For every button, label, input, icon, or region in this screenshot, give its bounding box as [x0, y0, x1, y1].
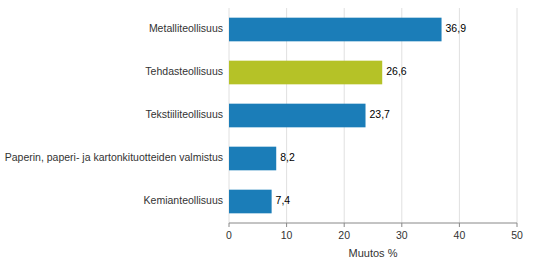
- data-label: 7,4: [276, 194, 291, 206]
- tick-mark: [401, 223, 402, 227]
- bar: [229, 147, 276, 171]
- tick-label: 20: [338, 229, 350, 241]
- tick-label: 10: [281, 229, 293, 241]
- x-ticks: 0 10 20 30 40 50: [226, 223, 523, 241]
- bar: [229, 190, 272, 214]
- data-labels: 7,4 8,2 23,7 26,6 36,9: [276, 22, 467, 206]
- grid-line: [517, 8, 518, 223]
- tick-mark: [229, 223, 230, 227]
- tick-label: 50: [511, 229, 523, 241]
- data-label: 8,2: [280, 151, 295, 163]
- x-axis-label: Muutos %: [349, 247, 398, 259]
- bar: [229, 61, 382, 85]
- tick-label: 40: [454, 229, 466, 241]
- chart: Kemianteollisuus Paperin, paperi- ja kart…: [0, 0, 533, 265]
- category-label: Tehdasteollisuus: [145, 65, 223, 77]
- grid: [229, 8, 517, 223]
- tick-mark: [286, 223, 287, 227]
- data-label: 36,9: [446, 22, 467, 34]
- bar: [229, 18, 442, 42]
- x-axis-line: [229, 223, 517, 224]
- bars: [229, 18, 442, 214]
- category-label: Tekstiiliteollisuus: [145, 108, 223, 120]
- category-labels: Kemianteollisuus Paperin, paperi- ja kart…: [5, 22, 223, 206]
- tick-mark: [459, 223, 460, 227]
- data-label: 26,6: [386, 65, 407, 77]
- grid-line: [459, 8, 460, 223]
- bar: [229, 104, 366, 128]
- tick-label: 30: [396, 229, 408, 241]
- data-label: 23,7: [370, 108, 391, 120]
- tick-mark: [517, 223, 518, 227]
- tick-label: 0: [226, 229, 232, 241]
- category-label: Paperin, paperi- ja kartonkituotteiden v…: [5, 151, 223, 163]
- category-label: Metalliteollisuus: [149, 22, 223, 34]
- category-label: Kemianteollisuus: [144, 194, 223, 206]
- tick-mark: [344, 223, 345, 227]
